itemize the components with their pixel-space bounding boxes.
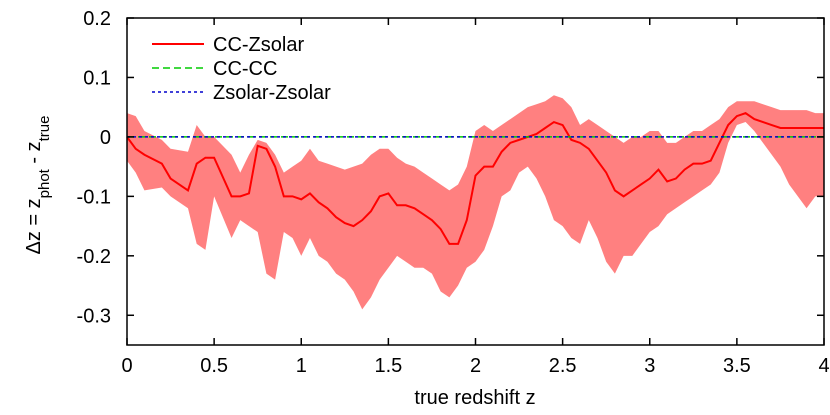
x-tick-label: 1.5 (374, 355, 402, 377)
y-tick-label: 0.2 (83, 8, 111, 30)
y-tick-label: -0.3 (77, 305, 111, 327)
x-axis-label: true redshift z (414, 387, 535, 409)
y-axis-label-part: - z (23, 141, 45, 169)
x-tick-label: 1 (296, 355, 307, 377)
x-tick-label: 3.5 (723, 355, 751, 377)
y-axis-label: Δz = zphot - ztrue (23, 116, 53, 255)
plot-area (126, 95, 824, 310)
y-tick-label: -0.2 (77, 246, 111, 268)
y-tick-label: -0.1 (77, 186, 111, 208)
x-tick-label: 0.5 (200, 355, 228, 377)
y-tick-label: 0.1 (83, 67, 111, 89)
series-line-0 (126, 112, 824, 245)
x-tick-label: 3 (644, 355, 655, 377)
x-tick-label: 4 (818, 355, 829, 377)
x-tick-label: 2.5 (549, 355, 577, 377)
series-band-0 (127, 95, 824, 310)
legend-label-1: CC-CC (213, 58, 277, 80)
legend-label-2: Zsolar-Zsolar (213, 82, 331, 104)
x-tick-label: 0 (121, 355, 132, 377)
y-axis-label-subscript: phot (36, 168, 53, 198)
y-tick-label: 0 (100, 127, 111, 149)
y-axis-label-part: Δz = z (23, 198, 45, 254)
legend-label-0: CC-Zsolar (213, 34, 304, 56)
axes: 0 0.5 1 1.5 2 2.5 3 3.5 4 0.2 0.1 0 -0.1 -0.2 -0.3 (77, 8, 830, 377)
y-axis-label-subscript: true (36, 116, 53, 142)
x-tick-label: 2 (470, 355, 481, 377)
